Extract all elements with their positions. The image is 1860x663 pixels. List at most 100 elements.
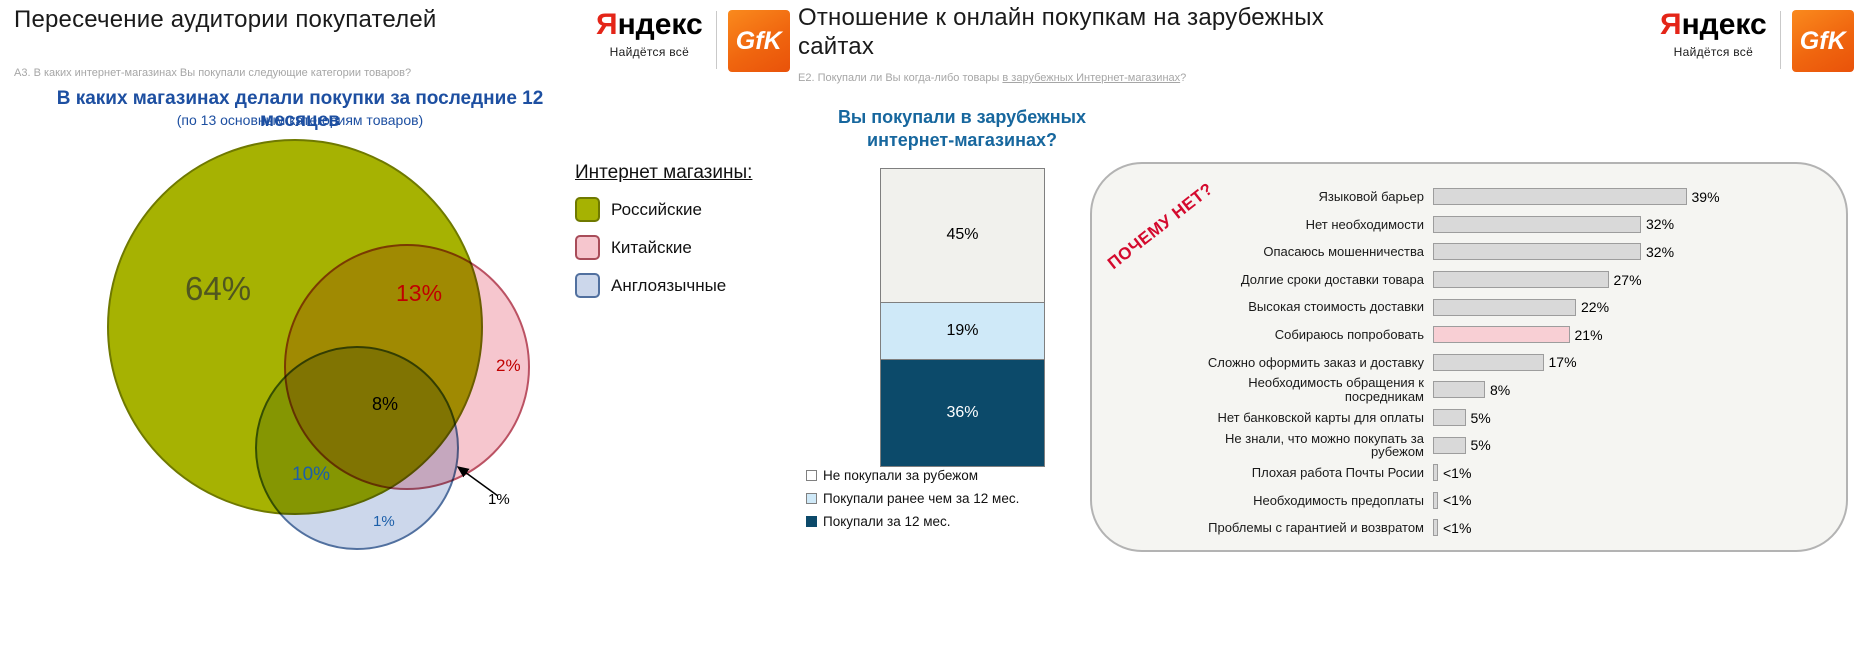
stacked-segment-value: 45% xyxy=(946,226,979,244)
legend-item-label: Китайские xyxy=(611,237,692,257)
footnote-link[interactable]: в зарубежных Интернет-магазинах xyxy=(1002,72,1181,84)
yandex-wordmark: Яндекс xyxy=(1660,10,1767,40)
why-not-row: Языковой барьер 39% xyxy=(1206,183,1836,211)
yandex-wordmark: Яндекс xyxy=(596,10,703,40)
why-not-row: Сложно оформить заказ и доставку 17% xyxy=(1206,349,1836,377)
bar-value-label: 27% xyxy=(1613,271,1642,288)
callout-arrow xyxy=(456,466,499,497)
why-not-row: Нет банковской карты для оплаты 5% xyxy=(1206,404,1836,432)
bar-value-label: <1% xyxy=(1443,519,1472,536)
bar xyxy=(1433,409,1466,427)
question-line-2: интернет-магазинах? xyxy=(867,130,1057,151)
legend-swatch xyxy=(806,516,817,527)
bar-value-label: 32% xyxy=(1646,243,1675,260)
venn-value-english-only: 1% xyxy=(373,513,395,530)
survey-question-footnote: E2. Покупали ли Вы когда-либо товары в з… xyxy=(798,72,1418,84)
legend-swatch xyxy=(806,470,817,481)
bar-category-label: Необходимость предоплаты xyxy=(1253,492,1424,508)
stacked-segment: 36% xyxy=(881,358,1044,466)
why-not-row: Высокая стоимость доставки 22% xyxy=(1206,293,1836,321)
yandex-letters-rest: ндекс xyxy=(617,8,703,41)
survey-question-footnote: A3. В каких интернет-магазинах Вы покупа… xyxy=(14,67,412,79)
bar xyxy=(1433,188,1687,206)
bar xyxy=(1433,519,1438,537)
bar-category-label: Сложно оформить заказ и доставку xyxy=(1207,354,1424,370)
bar-category-label: Нет необходимости xyxy=(1305,216,1424,232)
bar-value-label: <1% xyxy=(1443,464,1472,481)
legend-item: Российские xyxy=(575,197,790,222)
legend-item-label: Покупали за 12 мес. xyxy=(823,514,951,529)
yandex-tagline: Найдётся всё xyxy=(609,45,690,59)
footnote-text-suffix: ? xyxy=(1180,72,1187,84)
legend-item: Не покупали за рубежом xyxy=(806,468,1066,483)
bar-category-label: Собираюсь попробовать xyxy=(1274,326,1424,342)
bar xyxy=(1433,243,1641,261)
bar-value-label: <1% xyxy=(1443,492,1472,509)
shop-type-legend: Интернет магазины: Российские Китайские … xyxy=(575,162,790,298)
why-not-row: Собираюсь попробовать 21% xyxy=(1206,321,1836,349)
venn-chart-subtitle: (по 13 основным категориям товаров) xyxy=(176,112,424,128)
yandex-logo: Яндекс Найдётся всё xyxy=(1660,10,1767,60)
legend-swatch xyxy=(575,197,600,222)
bar-value-label: 5% xyxy=(1470,409,1491,426)
why-not-row: Проблемы с гарантией и возвратом <1% xyxy=(1206,514,1836,542)
page-title: Пересечение аудитории покупателей xyxy=(14,6,437,33)
why-not-row: Опасаюсь мошенничества 32% xyxy=(1206,238,1836,266)
yandex-letter-ya: Я xyxy=(596,8,618,41)
venn-value-russian-english: 10% xyxy=(292,464,331,485)
yandex-tagline: Найдётся всё xyxy=(1673,45,1754,59)
bar xyxy=(1433,353,1544,371)
bar xyxy=(1433,298,1576,316)
brand-logos: Яндекс Найдётся всё GfK xyxy=(1660,10,1854,72)
bar-category-label: Плохая работа Почты Росии xyxy=(1251,464,1424,480)
legend-title: Интернет магазины: xyxy=(575,162,753,183)
legend-item: Покупали за 12 мес. xyxy=(806,514,1066,529)
page-title: Отношение к онлайн покупкам на зарубежны… xyxy=(798,4,1324,60)
venn-diagram xyxy=(107,139,530,550)
why-not-row: Не знали, что можно покупать за рубежом … xyxy=(1206,431,1836,459)
bar-category-label: Нет банковской карты для оплаты xyxy=(1217,409,1424,425)
why-not-row: Нет необходимости 32% xyxy=(1206,211,1836,239)
stacked-segment: 45% xyxy=(881,169,1044,302)
stacked-chart-question: Вы покупали в зарубежных интернет-магази… xyxy=(795,106,1129,153)
bar xyxy=(1433,326,1570,344)
yandex-letters-rest: ндекс xyxy=(1681,8,1767,41)
legend-item-label: Не покупали за рубежом xyxy=(823,468,979,483)
bar-category-label: Высокая стоимость доставки xyxy=(1248,299,1424,315)
bar-value-label: 21% xyxy=(1574,326,1603,343)
legend-item-label: Покупали ранее чем за 12 мес. xyxy=(823,491,1020,506)
why-not-row: Долгие сроки доставки товара 27% xyxy=(1206,266,1836,294)
bar-category-label: Языковой барьер xyxy=(1318,188,1424,204)
brand-logos: Яндекс Найдётся всё GfK xyxy=(596,10,790,72)
gfk-logo: GfK xyxy=(1791,10,1854,72)
venn-value-russian-chinese: 13% xyxy=(396,280,443,306)
venn-value-chinese-english: 1% xyxy=(488,491,510,508)
venn-value-chinese-only: 2% xyxy=(496,356,521,375)
stacked-bar-legend: Не покупали за рубежом Покупали ранее че… xyxy=(806,468,1066,537)
bar-category-label: Проблемы с гарантией и возвратом xyxy=(1208,520,1424,536)
legend-item-label: Англоязычные xyxy=(611,275,727,295)
footnote-text: E2. Покупали ли Вы когда-либо товары xyxy=(798,72,1003,84)
logo-divider xyxy=(1779,11,1781,69)
yandex-logo: Яндекс Найдётся всё xyxy=(596,10,703,60)
bar-value-label: 32% xyxy=(1646,216,1675,233)
venn-circle-english xyxy=(255,346,459,550)
stacked-segment: 19% xyxy=(881,301,1044,359)
bar-category-label: Необходимость обращения к посредникам xyxy=(1248,375,1424,404)
venn-chart-title: В каких магазинах делали покупки за посл… xyxy=(56,88,544,131)
bar-value-label: 39% xyxy=(1691,188,1720,205)
bar xyxy=(1433,464,1438,482)
bar-value-label: 8% xyxy=(1490,381,1511,398)
bar xyxy=(1433,491,1438,509)
bar-value-label: 22% xyxy=(1581,299,1610,316)
bar-value-label: 17% xyxy=(1548,354,1577,371)
bar-category-label: Долгие сроки доставки товара xyxy=(1240,271,1424,287)
bar-category-label: Не знали, что можно покупать за рубежом xyxy=(1225,430,1424,460)
legend-item: Китайские xyxy=(575,235,790,260)
venn-value-all-three: 8% xyxy=(372,394,399,414)
stacked-bar: 45% 19% 36% xyxy=(880,168,1045,467)
why-not-row: Необходимость предоплаты <1% xyxy=(1206,487,1836,515)
yandex-letter-ya: Я xyxy=(1660,8,1682,41)
